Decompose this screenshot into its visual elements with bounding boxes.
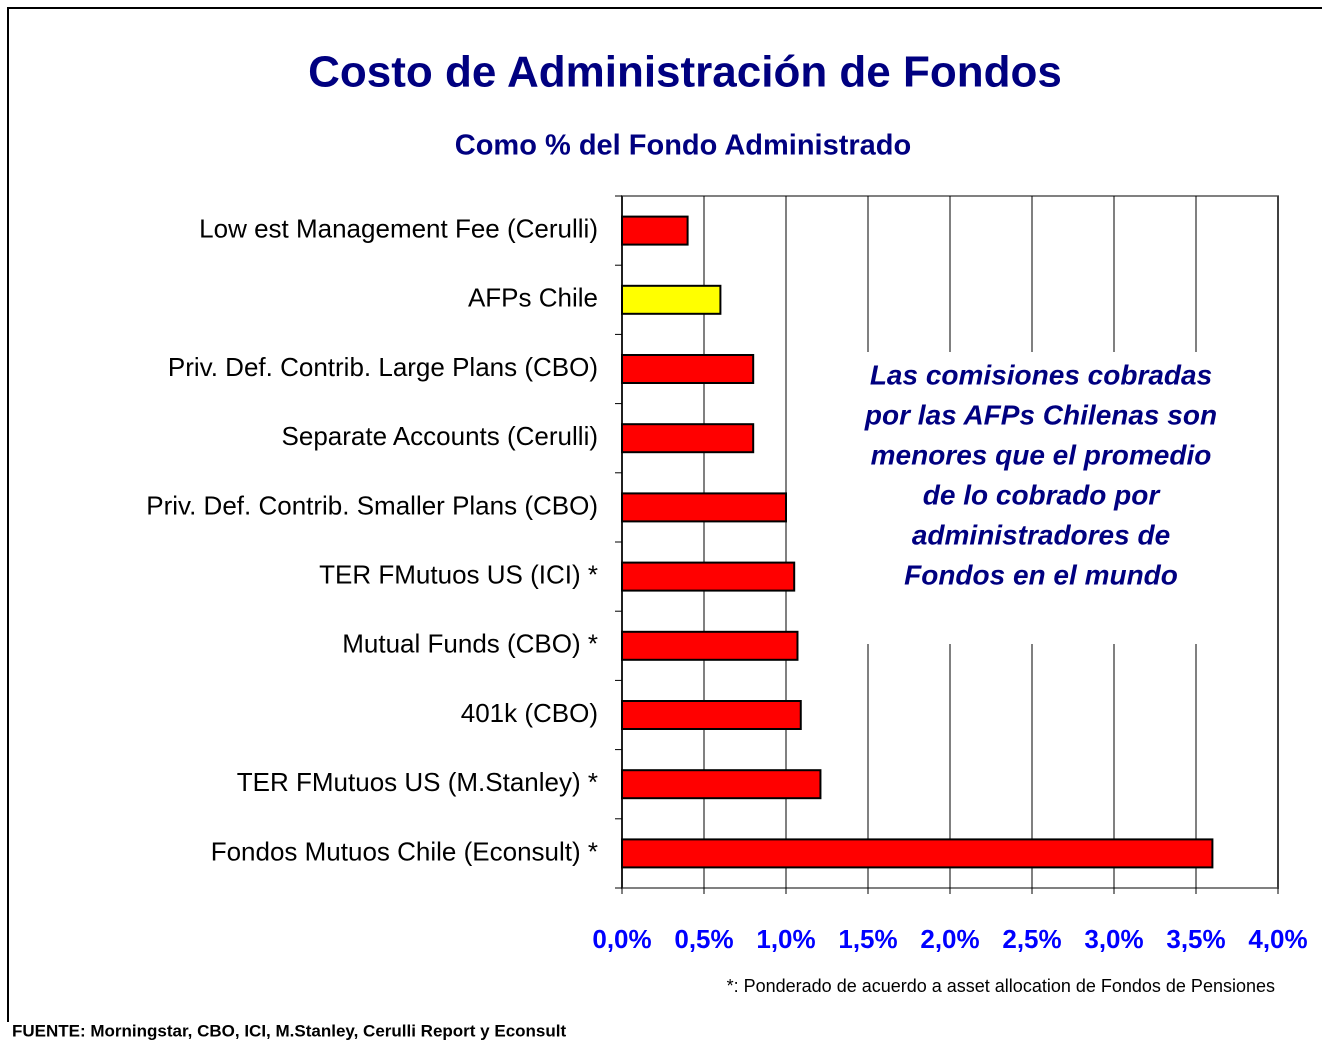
y-tick-label: Mutual Funds (CBO) *	[342, 629, 598, 659]
y-tick-label: TER FMutuos US (M.Stanley) *	[237, 767, 598, 797]
annotation-box	[830, 352, 1250, 644]
bar	[621, 769, 822, 800]
annotation: menores que el promedio	[871, 439, 1212, 470]
bar	[621, 561, 796, 592]
bar	[621, 354, 755, 384]
bar	[621, 630, 799, 661]
y-tick-label: Priv. Def. Contrib. Large Plans (CBO)	[168, 352, 598, 382]
x-tick-label: 0,5%	[674, 924, 733, 954]
annotation: Fondos en el mundo	[904, 559, 1178, 590]
y-tick-label: Fondos Mutuos Chile (Econsult) *	[211, 836, 598, 866]
x-tick-label: 2,0%	[920, 924, 979, 954]
bar	[621, 700, 802, 730]
x-tick-label: 3,0%	[1084, 924, 1143, 954]
footnote: *: Ponderado de acuerdo a asset allocati…	[727, 976, 1275, 996]
y-tick-label: 401k (CBO)	[461, 698, 598, 728]
chart-title: Costo de Administración de Fondos	[308, 48, 1062, 97]
y-tick-label: Separate Accounts (Cerulli)	[282, 421, 598, 451]
source: FUENTE: Morningstar, CBO, ICI, M.Stanley…	[12, 1021, 566, 1040]
bar	[621, 284, 722, 315]
annotation: administradores de	[912, 519, 1170, 550]
x-tick-label: 1,0%	[756, 924, 815, 954]
frame	[7, 7, 1322, 1022]
x-tick-label: 0,0%	[592, 924, 651, 954]
annotation: de lo cobrado por	[923, 479, 1162, 510]
annotation: Las comisiones cobradas	[870, 359, 1212, 390]
x-tick-label: 3,5%	[1166, 924, 1225, 954]
x-tick-label: 2,5%	[1002, 924, 1061, 954]
y-tick-label: Low est Management Fee (Cerulli)	[199, 213, 598, 243]
x-tick-label: 4,0%	[1248, 924, 1307, 954]
y-tick-label: TER FMutuos US (ICI) *	[319, 559, 598, 589]
bar	[621, 838, 1214, 869]
y-tick-label: Priv. Def. Contrib. Smaller Plans (CBO)	[146, 490, 598, 520]
bar	[621, 423, 755, 454]
bar	[621, 215, 689, 246]
y-tick-label: AFPs Chile	[468, 283, 598, 313]
chart-subtitle: Como % del Fondo Administrado	[455, 130, 911, 162]
bar	[621, 492, 787, 523]
x-tick-label: 1,5%	[838, 924, 897, 954]
annotation: por las AFPs Chilenas son	[864, 399, 1217, 430]
